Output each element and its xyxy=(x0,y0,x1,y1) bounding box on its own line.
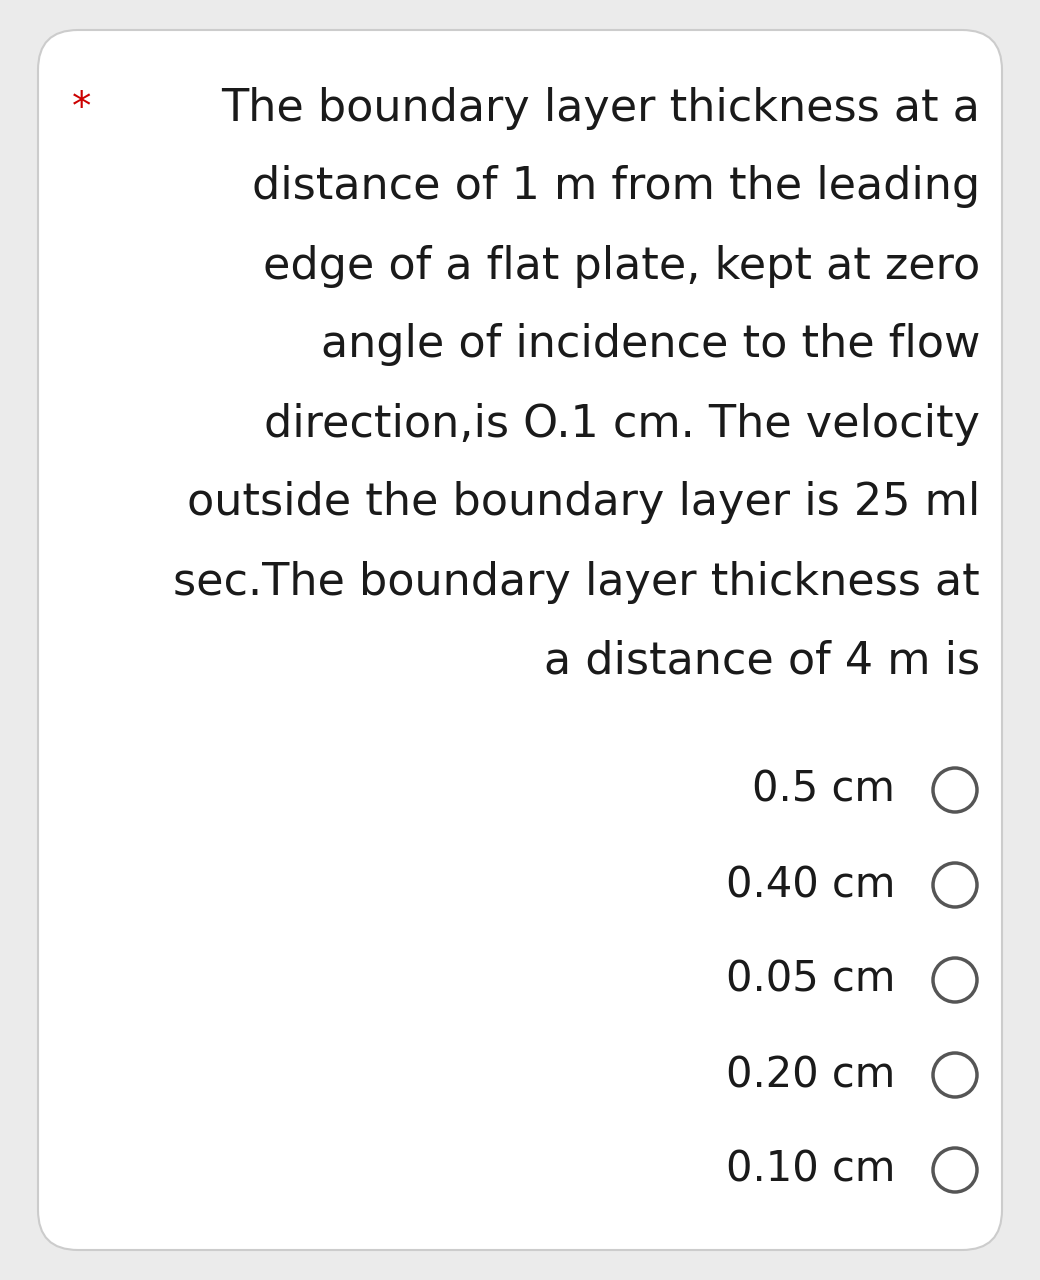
Text: The boundary layer thickness at a: The boundary layer thickness at a xyxy=(222,87,980,129)
Text: outside the boundary layer is 25 ml: outside the boundary layer is 25 ml xyxy=(187,481,980,525)
Text: distance of 1 m from the leading: distance of 1 m from the leading xyxy=(252,165,980,209)
Text: sec.The boundary layer thickness at: sec.The boundary layer thickness at xyxy=(174,561,980,603)
Text: 0.40 cm: 0.40 cm xyxy=(726,864,895,906)
Text: a distance of 4 m is: a distance of 4 m is xyxy=(544,640,980,682)
Text: 0.05 cm: 0.05 cm xyxy=(726,959,895,1001)
Text: *: * xyxy=(73,90,92,127)
Text: edge of a flat plate, kept at zero: edge of a flat plate, kept at zero xyxy=(263,244,980,288)
Text: 0.20 cm: 0.20 cm xyxy=(726,1053,895,1096)
FancyBboxPatch shape xyxy=(38,29,1002,1251)
Text: 0.5 cm: 0.5 cm xyxy=(752,769,895,812)
Text: direction,is O.1 cm. The velocity: direction,is O.1 cm. The velocity xyxy=(264,402,980,445)
Text: 0.10 cm: 0.10 cm xyxy=(726,1149,895,1190)
Text: angle of incidence to the flow: angle of incidence to the flow xyxy=(320,324,980,366)
